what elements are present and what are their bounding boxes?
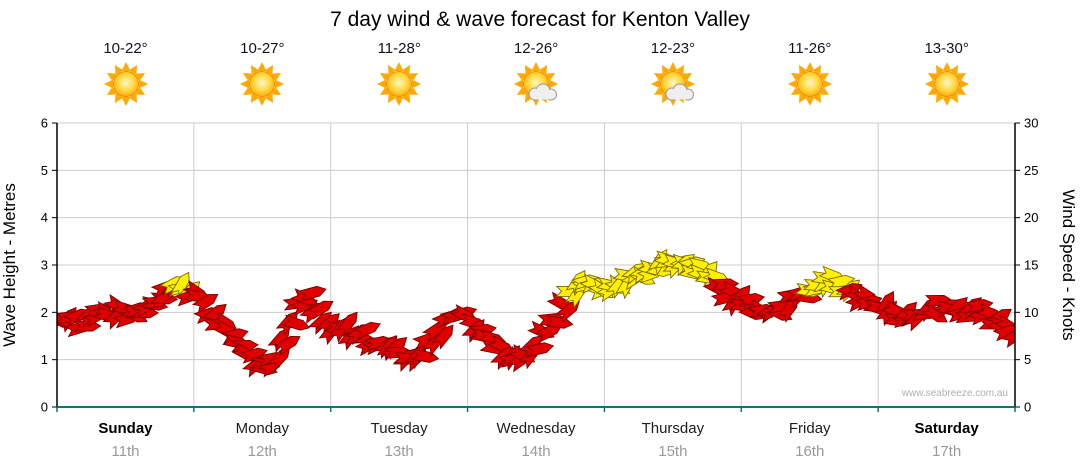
wind-barb [335,311,358,337]
left-tick-label: 4 [41,210,48,225]
day-name-label: Monday [236,420,290,437]
wind-barb [273,335,301,356]
right-tick-label: 25 [1024,163,1038,178]
day-summary: 11-26° [741,40,878,112]
sun-icon [240,62,285,106]
right-tick-label: 20 [1024,210,1038,225]
left-axis-title: Wave Height - Metres [0,183,19,347]
day-summary: 12-26° [468,40,605,112]
day-summary: 12-23° [604,40,741,112]
day-name-label: Tuesday [371,420,428,437]
right-tick-label: 15 [1024,258,1038,273]
day-date-label: 15th [658,443,687,460]
right-tick-label: 10 [1024,305,1038,320]
watermark: www.seabreeze.com.au [901,388,1008,399]
cloud-icon [528,83,558,101]
day-temperature-range: 10-27° [240,40,285,57]
wind-barb [555,300,580,323]
tick-labels: 0 1 2 3 4 5 6 0 5 10 15 20 25 30 [41,116,1039,415]
wind-barb [191,293,219,314]
right-tick-label: 30 [1024,116,1038,131]
wind-barb [266,347,291,372]
wind-barb [298,285,327,302]
day-name-label: Thursday [642,420,705,437]
day-axis-labels: Sunday 11th Monday 12th Tuesday 13th Wednesday… [98,420,979,460]
day-summary: 10-22° [57,40,194,112]
sun-rays [103,62,148,106]
cloud-icon [665,83,694,101]
day-summary: 11-28° [331,40,468,112]
left-tick-label: 6 [41,116,48,131]
wind-barb [776,297,799,323]
page-title: 7 day wind & wave forecast for Kenton Va… [330,8,750,31]
day-name-label: Wednesday [497,420,576,437]
day-temperature-range: 13-30° [924,40,969,57]
sun-icon [377,62,422,106]
wind-barb [202,303,227,327]
sun-rays [240,62,285,106]
wind-barbs [57,249,1015,378]
wind-barb [1000,327,1015,349]
right-tick-label: 5 [1024,352,1031,367]
day-date-label: 16th [795,443,824,460]
day-temperature-range: 11-26° [788,40,832,57]
sun-rays [924,62,969,106]
wind-barb [306,300,334,320]
right-axis-title: Wind Speed - Knots [1059,189,1078,340]
sun-cloud-icon [650,62,695,106]
day-name-label: Sunday [98,420,153,437]
sun-icon [787,62,832,106]
sun-rays [787,62,832,106]
wind-barb [281,314,311,331]
sun-icon [924,62,969,106]
day-name-label: Friday [789,420,831,437]
day-temperature-range: 12-26° [513,40,559,57]
day-summary: 13-30° [878,40,1015,112]
day-date-label: 11th [111,443,139,460]
day-name-label: Saturday [914,420,979,437]
left-tick-label: 5 [41,163,48,178]
left-tick-label: 1 [41,352,48,367]
day-summary: 10-27° [194,40,331,112]
sun-cloud-icon [514,62,559,106]
day-temperature-range: 11-28° [377,40,421,57]
day-temperature-range: 12-23° [650,40,696,57]
day-date-label: 17th [932,443,961,460]
left-tick-label: 0 [41,400,48,415]
day-temperature-range: 10-22° [103,40,148,57]
sun-rays [377,62,422,106]
day-date-label: 13th [385,443,414,460]
wind-barb [431,324,454,350]
day-date-label: 12th [248,443,277,460]
day-date-label: 14th [521,443,550,460]
wind-barb [525,342,555,358]
right-tick-label: 0 [1024,400,1031,415]
left-tick-label: 3 [41,258,48,273]
axes [52,122,1020,412]
grid-lines [57,122,1015,407]
wind-barb [353,321,381,340]
sun-icon [103,62,148,106]
left-tick-label: 2 [41,305,48,320]
